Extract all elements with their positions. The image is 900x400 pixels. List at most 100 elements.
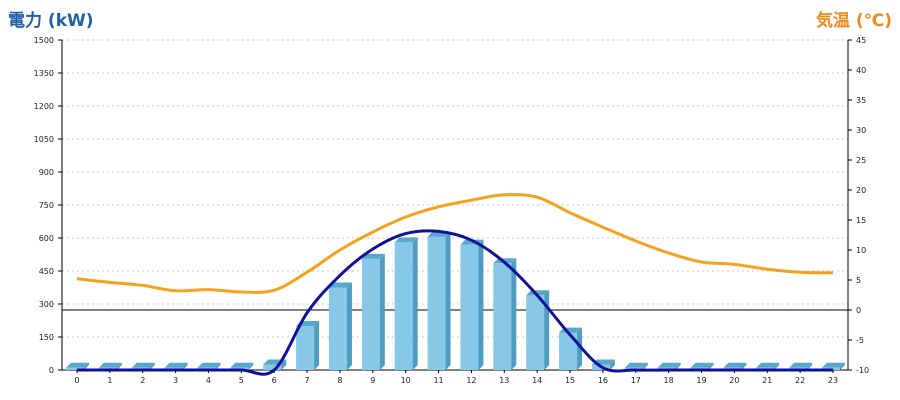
power-bar-side xyxy=(116,362,122,370)
left-tick-label: 450 xyxy=(39,267,54,276)
power-bar-side xyxy=(577,327,583,370)
left-tick-label: 600 xyxy=(39,234,54,243)
left-tick-label: 0 xyxy=(49,366,54,375)
x-tick-label: 7 xyxy=(305,376,310,385)
x-tick-label: 14 xyxy=(532,376,542,385)
left-axis-title: 電力 (kW) xyxy=(8,11,94,31)
power-bar-top xyxy=(657,362,681,368)
right-tick-label: -5 xyxy=(856,336,864,345)
x-tick-label: 3 xyxy=(173,376,178,385)
power-bar-top xyxy=(361,253,385,259)
power-bar-side xyxy=(182,362,188,370)
right-tick-label: 35 xyxy=(856,96,866,105)
power-bar-side xyxy=(840,362,845,370)
x-tick-label: 22 xyxy=(795,376,805,385)
power-bar-side xyxy=(642,362,648,370)
power-bar-top xyxy=(789,362,813,368)
x-tick-label: 23 xyxy=(828,376,838,385)
power-bar-top xyxy=(822,362,845,368)
x-tick-label: 4 xyxy=(206,376,211,385)
right-tick-label: 5 xyxy=(856,276,861,285)
x-tick-label: 10 xyxy=(401,376,411,385)
left-tick-label: 150 xyxy=(39,333,54,342)
power-bar-side xyxy=(708,362,714,370)
x-tick-label: 15 xyxy=(565,376,575,385)
right-tick-label: 40 xyxy=(856,66,866,75)
power-bar-side xyxy=(346,282,352,370)
power-bar-top xyxy=(131,362,155,368)
x-tick-label: 6 xyxy=(272,376,277,385)
right-tick-label: 15 xyxy=(856,216,866,225)
power-bar-side xyxy=(478,239,484,370)
x-tick-label: 13 xyxy=(499,376,509,385)
power-bar-side xyxy=(412,237,418,370)
power-bar xyxy=(427,236,446,370)
x-tick-label: 5 xyxy=(239,376,244,385)
power-bar xyxy=(66,367,84,370)
power-bar-side xyxy=(445,231,451,370)
right-tick-label: 0 xyxy=(856,306,861,315)
power-bar-side xyxy=(609,359,615,370)
power-bar-side xyxy=(741,362,747,370)
left-tick-label: 300 xyxy=(39,300,54,309)
power-bar-side xyxy=(84,362,89,370)
power-bar-top xyxy=(98,362,122,368)
left-tick-label: 900 xyxy=(39,168,54,177)
x-tick-label: 19 xyxy=(696,376,706,385)
power-bar-top xyxy=(624,362,648,368)
power-bar-side xyxy=(314,321,320,370)
x-tick-label: 1 xyxy=(107,376,112,385)
power-bar-side xyxy=(511,258,517,370)
right-tick-label: 45 xyxy=(856,36,866,45)
right-tick-label: 20 xyxy=(856,186,866,195)
power-bar-side xyxy=(807,362,813,370)
x-tick-label: 12 xyxy=(466,376,476,385)
power-bar xyxy=(559,332,578,370)
x-tick-label: 11 xyxy=(433,376,443,385)
x-tick-label: 8 xyxy=(337,376,342,385)
power-bar xyxy=(493,263,512,370)
power-bar-top xyxy=(164,362,188,368)
temperature-line xyxy=(76,193,834,294)
x-tick-label: 17 xyxy=(631,376,641,385)
power-bar-top xyxy=(723,362,747,368)
left-tick-label: 1200 xyxy=(34,102,54,111)
left-tick-label: 1050 xyxy=(34,135,54,144)
power-bar-side xyxy=(215,362,221,370)
power-bar-top xyxy=(230,362,254,368)
right-tick-label: 30 xyxy=(856,126,866,135)
power-bar xyxy=(263,364,282,370)
power-bar xyxy=(394,242,413,370)
power-bar xyxy=(526,295,545,370)
x-tick-label: 2 xyxy=(140,376,145,385)
right-tick-label: 10 xyxy=(856,246,866,255)
x-tick-label: 18 xyxy=(664,376,674,385)
power-bar-top xyxy=(66,362,89,368)
power-bar-top xyxy=(756,362,780,368)
power-bar-top xyxy=(394,237,418,243)
power-bar xyxy=(361,258,380,370)
power-bar-side xyxy=(248,362,254,370)
right-tick-label: 25 xyxy=(856,156,866,165)
power-bar-top xyxy=(690,362,714,368)
power-bar-top xyxy=(197,362,221,368)
right-axis-title: 気温 (℃) xyxy=(815,11,892,31)
x-tick-label: 0 xyxy=(74,376,79,385)
power-bar-side xyxy=(149,362,155,370)
left-tick-label: 750 xyxy=(39,201,54,210)
right-tick-label: -10 xyxy=(856,366,869,375)
power-bar-side xyxy=(774,362,780,370)
x-tick-label: 20 xyxy=(729,376,739,385)
power-bar xyxy=(328,287,347,370)
power-bar xyxy=(296,326,315,370)
power-bar-side xyxy=(281,359,287,370)
power-bar xyxy=(460,244,479,370)
x-tick-label: 9 xyxy=(370,376,375,385)
power-bar-side xyxy=(675,362,681,370)
left-tick-label: 1350 xyxy=(34,69,54,78)
left-tick-label: 1500 xyxy=(34,36,54,45)
power-bar-side xyxy=(379,253,385,370)
x-tick-label: 21 xyxy=(762,376,772,385)
x-tick-label: 16 xyxy=(598,376,608,385)
